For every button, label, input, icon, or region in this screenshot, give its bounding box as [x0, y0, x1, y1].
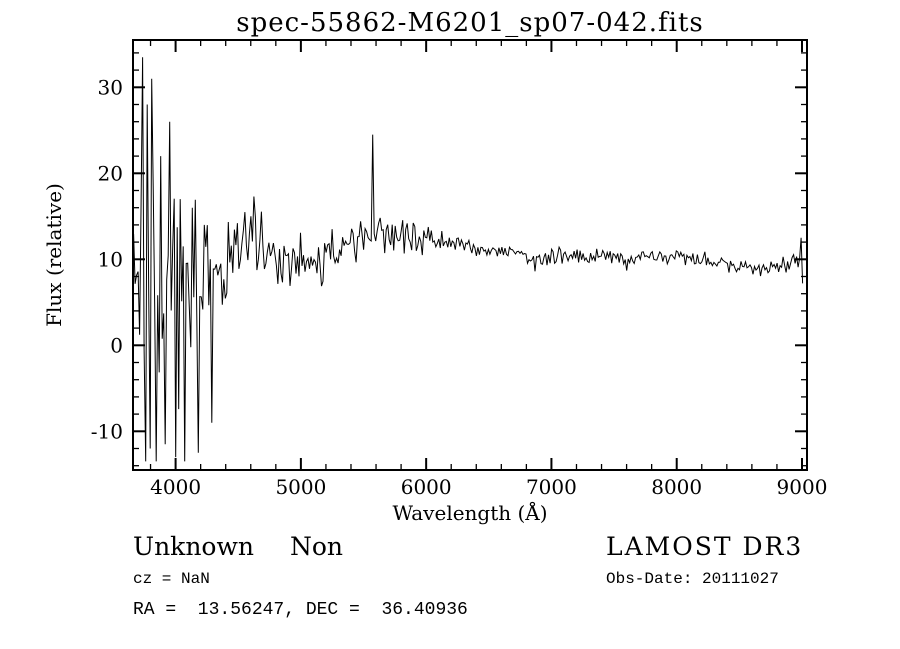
cz-text: cz = NaN [133, 570, 210, 588]
x-axis-label: Wavelength (Å) [392, 501, 548, 525]
plot-frame [132, 39, 808, 471]
svg-text:8000: 8000 [651, 475, 702, 499]
svg-text:5000: 5000 [275, 475, 326, 499]
plot-title: spec-55862-M6201_sp07-042.fits [236, 8, 704, 38]
obs-date-text: Obs-Date: 20111027 [606, 570, 779, 588]
survey-label: LAMOST DR3 [606, 532, 804, 561]
x-tick-labels: 4000 5000 6000 7000 8000 9000 [150, 475, 827, 499]
y-axis-label: Flux (relative) [42, 183, 66, 327]
svg-text:10: 10 [98, 247, 123, 271]
svg-text:4000: 4000 [150, 475, 201, 499]
class-label: Unknown [133, 532, 254, 561]
subclass-label: Non [289, 532, 344, 561]
svg-text:-10: -10 [91, 419, 123, 443]
svg-text:20: 20 [98, 161, 123, 185]
classification-text: Unknown Non [133, 532, 343, 561]
svg-text:7000: 7000 [526, 475, 577, 499]
coordinates-text: RA = 13.56247, DEC = 36.40936 [133, 600, 468, 620]
svg-text:6000: 6000 [401, 475, 452, 499]
y-tick-labels: -10 0 10 20 30 [91, 75, 123, 443]
spectrum-line [133, 57, 804, 462]
svg-text:0: 0 [110, 333, 123, 357]
svg-text:9000: 9000 [777, 475, 828, 499]
axis-ticks [133, 40, 807, 470]
svg-text:30: 30 [98, 75, 123, 99]
